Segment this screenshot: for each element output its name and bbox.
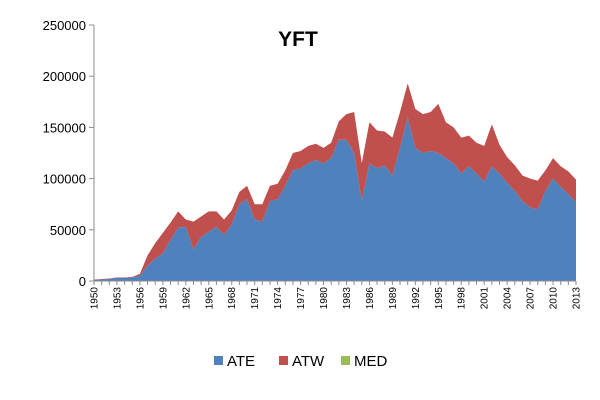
x-tick-label: 1968 bbox=[227, 287, 238, 310]
legend-swatch-atw bbox=[279, 356, 288, 365]
legend-label-ate: ATE bbox=[227, 353, 255, 370]
x-tick-label: 2013 bbox=[572, 287, 583, 310]
y-tick-label: 250000 bbox=[43, 18, 86, 33]
x-tick-label: 1986 bbox=[365, 287, 376, 310]
x-tick-label: 1971 bbox=[250, 287, 261, 310]
x-tick-label: 2004 bbox=[503, 287, 514, 310]
legend-label-med: MED bbox=[354, 353, 388, 370]
area-atw bbox=[94, 83, 576, 280]
y-tick-label: 50000 bbox=[50, 223, 86, 238]
x-tick-label: 2007 bbox=[526, 287, 537, 310]
x-tick-label: 1995 bbox=[434, 287, 445, 310]
y-tick-label: 200000 bbox=[43, 69, 86, 84]
legend: ATE ATW MED bbox=[214, 353, 388, 370]
x-tick-label: 2010 bbox=[549, 287, 560, 310]
series-areas bbox=[94, 83, 576, 281]
legend-label-atw: ATW bbox=[292, 353, 325, 370]
y-tick-label: 100000 bbox=[43, 172, 86, 187]
legend-swatch-med bbox=[341, 356, 350, 365]
x-tick-label: 1980 bbox=[319, 287, 330, 310]
x-tick-label: 1992 bbox=[411, 287, 422, 310]
x-tick-label: 1983 bbox=[342, 287, 353, 310]
chart-title: YFT bbox=[278, 28, 318, 51]
x-tick-label: 1956 bbox=[135, 287, 146, 310]
x-tick-label: 1965 bbox=[204, 287, 215, 310]
area-ate bbox=[94, 117, 576, 281]
x-tick-label: 1953 bbox=[112, 287, 123, 310]
y-axis-ticks: 0 50000 100000 150000 200000 250000 bbox=[43, 18, 94, 289]
y-tick-label: 0 bbox=[79, 274, 86, 289]
x-tick-label: 1962 bbox=[181, 287, 192, 310]
x-axis-ticks: 1950 1953 1956 1959 1962 1965 1968 1971 1974 1977… bbox=[90, 281, 583, 309]
x-tick-label: 1977 bbox=[296, 287, 307, 310]
legend-swatch-ate bbox=[214, 356, 223, 365]
x-tick-label: 1974 bbox=[273, 287, 284, 310]
x-tick-label: 1998 bbox=[457, 287, 468, 310]
y-tick-label: 150000 bbox=[43, 120, 86, 135]
x-tick-label: 1950 bbox=[90, 287, 101, 310]
x-tick-label: 1959 bbox=[158, 287, 169, 310]
axes bbox=[93, 25, 576, 282]
x-tick-label: 1989 bbox=[388, 287, 399, 310]
x-tick-label: 2001 bbox=[480, 287, 491, 310]
